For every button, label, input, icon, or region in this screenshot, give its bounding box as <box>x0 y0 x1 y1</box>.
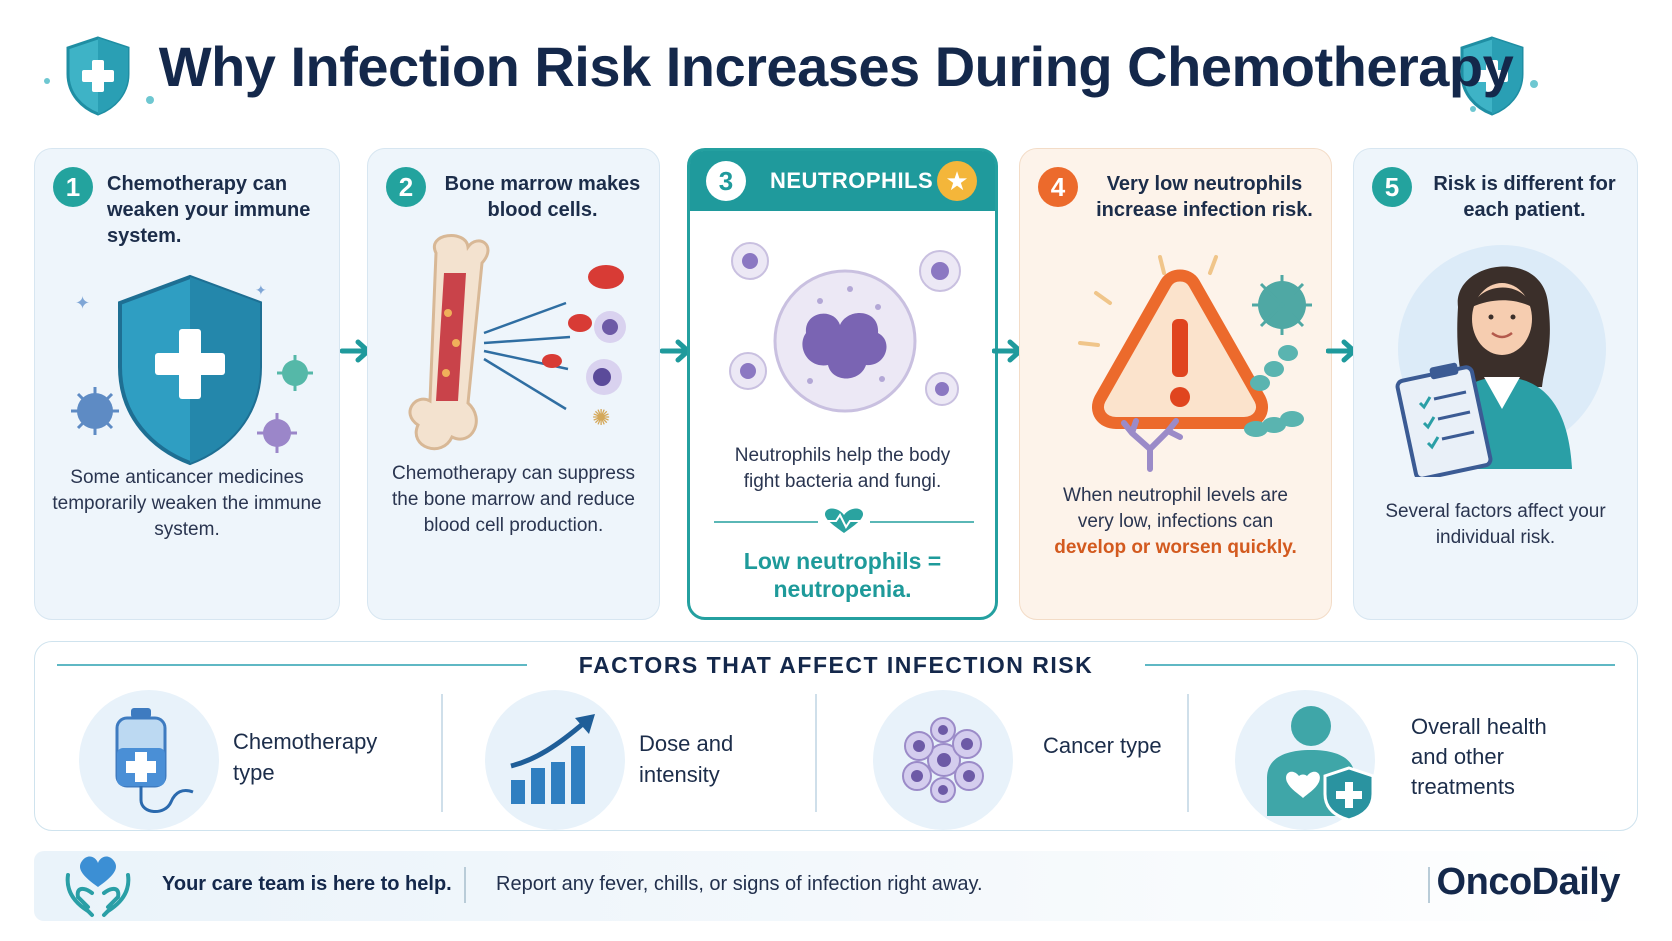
shield-with-viruses-icon: ✦ ✦ <box>71 274 313 466</box>
step-card-2: 2 Bone marrow makes blood cells. ✺ Chemo… <box>367 148 660 620</box>
step-card-3: 3 NEUTROPHILS ★ Neutrophils help the bod… <box>687 148 998 620</box>
footer: Your care team is here to help. Report a… <box>34 851 1638 921</box>
step-card-1: 1 Chemotherapy can weaken your immune sy… <box>34 148 340 620</box>
bone-marrow-icon: ✺ <box>408 234 626 451</box>
factor-label: Cancer type <box>1043 733 1162 758</box>
heartbeat-icon <box>714 508 974 533</box>
neutropenia-highlight: Low neutrophils = neutropenia. <box>743 548 942 602</box>
step-title: Risk is different for each patient. <box>1433 173 1616 221</box>
step-title: NEUTROPHILS <box>770 168 934 193</box>
divider <box>57 664 527 666</box>
svg-text:✺: ✺ <box>592 405 610 430</box>
step-number: 3 <box>706 161 746 201</box>
step-number: 5 <box>1372 167 1412 207</box>
neutrophil-cell-icon <box>729 242 961 413</box>
decor-dot <box>1470 106 1476 112</box>
divider <box>1187 694 1189 812</box>
footer-message: Report any fever, chills, or signs of in… <box>496 873 983 895</box>
factor-item-chemotherapy-type: Chemotherapy type <box>79 690 409 830</box>
card-header: 3 NEUTROPHILS ★ <box>690 151 995 211</box>
step-body: Chemotherapy can suppress the bone marro… <box>392 463 635 536</box>
factor-item-overall-health: Overall health and other treatments <box>1235 690 1615 830</box>
star-icon: ★ <box>937 161 977 201</box>
divider <box>464 867 466 903</box>
patient-clipboard-icon <box>1395 245 1606 477</box>
factor-item-dose-intensity: Dose and intensity <box>485 690 785 830</box>
step-card-4: 4 Very low neutrophils increase infectio… <box>1019 148 1332 620</box>
step-body: When neutrophil levels are very low, inf… <box>1063 485 1288 532</box>
factors-panel: FACTORS THAT AFFECT INFECTION RISK Chemo… <box>34 641 1638 831</box>
step-number: 4 <box>1038 167 1078 207</box>
factor-label: Overall health and other treatments <box>1411 714 1547 799</box>
svg-text:✦: ✦ <box>75 293 90 313</box>
factor-circle <box>485 690 625 830</box>
divider <box>815 694 817 812</box>
footer-help-text: Your care team is here to help. <box>162 873 452 895</box>
step-title: Very low neutrophils increase infection … <box>1096 173 1313 221</box>
factors-title: FACTORS THAT AFFECT INFECTION RISK <box>578 652 1094 678</box>
step-body: Neutrophils help the body fight bacteria… <box>734 445 951 492</box>
divider <box>1428 867 1430 903</box>
iv-bag-icon <box>115 708 194 813</box>
person-shield-icon <box>1267 706 1375 820</box>
factor-item-cancer-type: Cancer type <box>873 690 1173 830</box>
bar-chart-rising-icon <box>510 714 595 804</box>
divider <box>1145 664 1615 666</box>
step-body: Some anticancer medicines temporarily we… <box>52 467 322 540</box>
step-body: Several factors affect your individual r… <box>1385 501 1606 548</box>
decor-dot <box>146 96 154 104</box>
heart-hands-icon <box>65 856 131 917</box>
step-number: 2 <box>386 167 426 207</box>
factor-label: Dose and intensity <box>639 731 734 787</box>
divider <box>441 694 443 812</box>
warning-triangle-icon <box>1078 255 1312 472</box>
brand-logo: OncoDaily <box>1436 861 1621 903</box>
step-title: Chemotherapy can weaken your immune syst… <box>107 173 311 247</box>
step-number: 1 <box>53 167 93 207</box>
svg-text:✦: ✦ <box>255 282 267 298</box>
shield-plus-icon <box>1460 36 1524 116</box>
cancer-cells-icon <box>902 717 984 803</box>
page-title: Why Infection Risk Increases During Chem… <box>158 35 1514 98</box>
decor-dot <box>44 78 50 84</box>
step-title: Bone marrow makes blood cells. <box>444 173 641 221</box>
factor-label: Chemotherapy type <box>233 729 378 785</box>
step-card-5: 5 Risk is different for each patient. Se… <box>1353 148 1638 620</box>
shield-plus-icon <box>66 36 130 116</box>
step-emphasis: develop or worsen quickly. <box>1054 537 1297 558</box>
decor-dot <box>1530 80 1538 88</box>
